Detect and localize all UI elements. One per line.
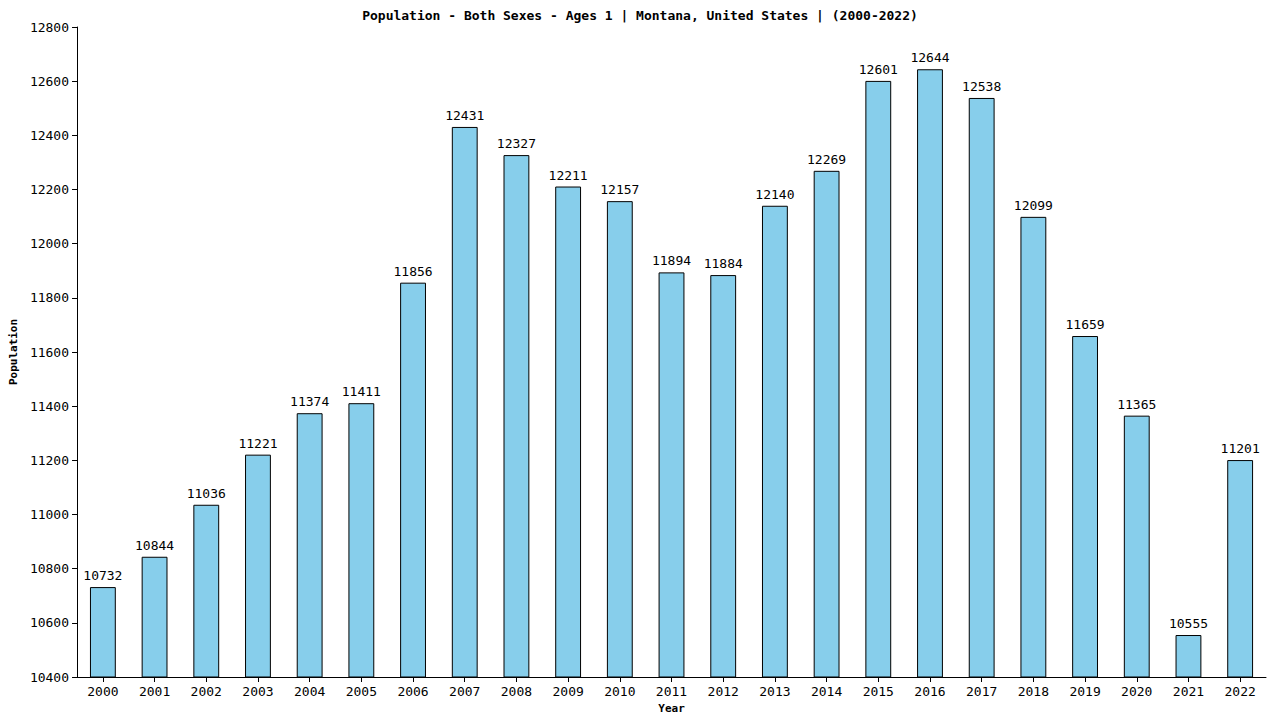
svg-text:10800: 10800 — [30, 561, 69, 576]
svg-text:2004: 2004 — [294, 684, 325, 699]
svg-text:2018: 2018 — [1018, 684, 1049, 699]
svg-text:12644: 12644 — [910, 50, 949, 65]
svg-text:2014: 2014 — [811, 684, 842, 699]
svg-text:11800: 11800 — [30, 290, 69, 305]
svg-text:2009: 2009 — [552, 684, 583, 699]
svg-text:11374: 11374 — [290, 394, 329, 409]
svg-text:10600: 10600 — [30, 615, 69, 630]
svg-text:2019: 2019 — [1069, 684, 1100, 699]
svg-text:2017: 2017 — [966, 684, 997, 699]
svg-text:Year: Year — [658, 702, 685, 715]
svg-text:11201: 11201 — [1221, 441, 1260, 456]
svg-text:2020: 2020 — [1121, 684, 1152, 699]
svg-text:12140: 12140 — [755, 187, 794, 202]
svg-text:2013: 2013 — [759, 684, 790, 699]
svg-text:11221: 11221 — [238, 436, 277, 451]
svg-text:12601: 12601 — [859, 62, 898, 77]
svg-text:2006: 2006 — [397, 684, 428, 699]
svg-text:2021: 2021 — [1173, 684, 1204, 699]
svg-text:11894: 11894 — [652, 253, 691, 268]
svg-text:12000: 12000 — [30, 236, 69, 251]
svg-text:12800: 12800 — [30, 20, 69, 35]
svg-text:10555: 10555 — [1169, 616, 1208, 631]
svg-text:2002: 2002 — [191, 684, 222, 699]
svg-text:10844: 10844 — [135, 538, 174, 553]
svg-text:12157: 12157 — [600, 182, 639, 197]
svg-text:12538: 12538 — [962, 79, 1001, 94]
svg-text:11400: 11400 — [30, 399, 69, 414]
svg-text:2003: 2003 — [242, 684, 273, 699]
svg-text:11411: 11411 — [342, 384, 381, 399]
svg-text:10732: 10732 — [83, 568, 122, 583]
svg-text:12099: 12099 — [1014, 198, 1053, 213]
svg-text:2005: 2005 — [346, 684, 377, 699]
svg-text:2011: 2011 — [656, 684, 687, 699]
svg-text:11659: 11659 — [1066, 317, 1105, 332]
svg-text:2010: 2010 — [604, 684, 635, 699]
svg-text:12431: 12431 — [445, 108, 484, 123]
svg-text:2008: 2008 — [501, 684, 532, 699]
svg-text:12211: 12211 — [549, 168, 588, 183]
svg-text:11200: 11200 — [30, 453, 69, 468]
svg-text:2022: 2022 — [1224, 684, 1255, 699]
svg-text:2015: 2015 — [863, 684, 894, 699]
svg-text:10400: 10400 — [30, 670, 69, 685]
svg-text:12600: 12600 — [30, 74, 69, 89]
svg-text:2012: 2012 — [708, 684, 739, 699]
svg-text:11000: 11000 — [30, 507, 69, 522]
svg-text:11600: 11600 — [30, 345, 69, 360]
svg-text:12327: 12327 — [497, 136, 536, 151]
svg-text:Population: Population — [7, 319, 20, 385]
svg-text:12400: 12400 — [30, 128, 69, 143]
svg-text:11036: 11036 — [187, 486, 226, 501]
svg-text:2016: 2016 — [914, 684, 945, 699]
svg-text:2007: 2007 — [449, 684, 480, 699]
svg-text:12269: 12269 — [807, 152, 846, 167]
svg-text:2001: 2001 — [139, 684, 170, 699]
svg-text:11856: 11856 — [393, 264, 432, 279]
svg-text:Population - Both Sexes - Ages: Population - Both Sexes - Ages 1 | Monta… — [362, 8, 918, 23]
svg-text:2000: 2000 — [87, 684, 118, 699]
svg-text:11365: 11365 — [1117, 397, 1156, 412]
svg-text:12200: 12200 — [30, 182, 69, 197]
svg-text:11884: 11884 — [704, 256, 743, 271]
